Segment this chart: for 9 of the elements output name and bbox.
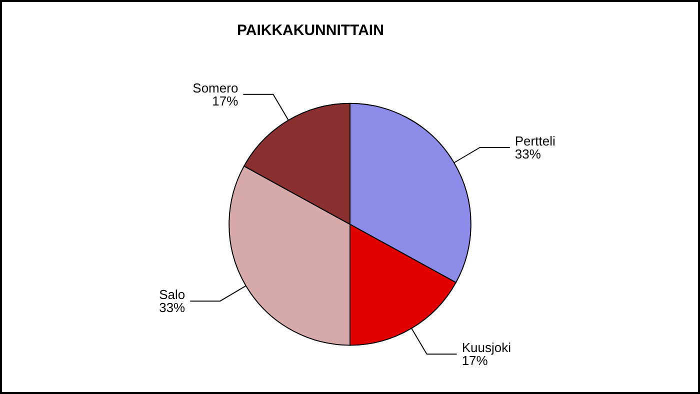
data-label: 33% [159,300,186,316]
slice-label: Pertteli [514,133,556,148]
slice-label: Salo [159,287,186,302]
chart-title: PAIKKAKUNNITTAIN [237,22,384,39]
slice-label: Somero [192,80,238,96]
data-label: 17% [462,353,488,368]
slice-label: Kuusjoki [462,340,512,356]
data-label: 17% [212,93,239,108]
data-label: 33% [514,146,542,162]
